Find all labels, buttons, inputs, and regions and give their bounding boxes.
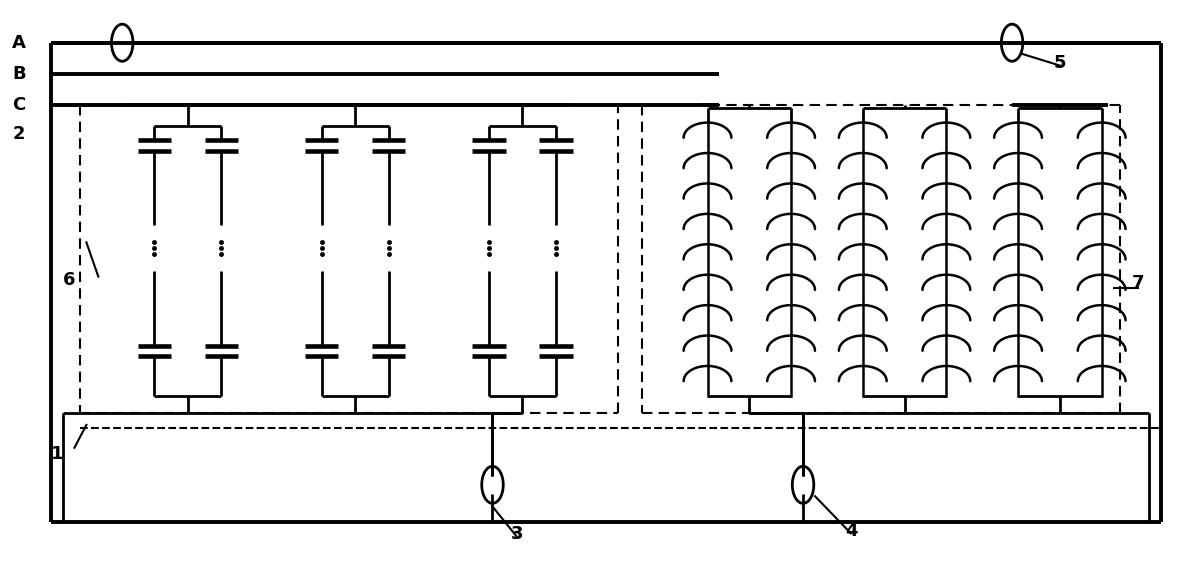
- Text: 5: 5: [1054, 54, 1067, 73]
- Text: 4: 4: [845, 522, 857, 540]
- Text: 7: 7: [1132, 274, 1144, 292]
- Text: B: B: [12, 65, 26, 83]
- Text: 2: 2: [12, 125, 25, 143]
- Text: 1: 1: [50, 445, 64, 463]
- Text: 3: 3: [510, 525, 523, 543]
- Text: C: C: [12, 96, 25, 115]
- Text: A: A: [12, 34, 26, 52]
- Text: 6: 6: [62, 271, 74, 289]
